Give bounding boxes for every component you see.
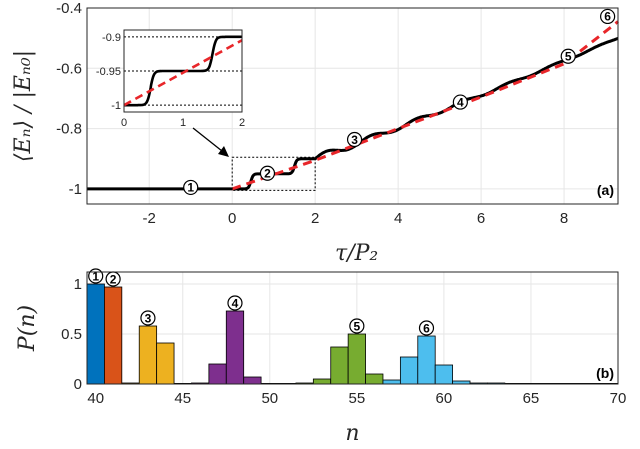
bar bbox=[312, 378, 332, 385]
marker-circle bbox=[560, 48, 576, 64]
marker-label: 3 bbox=[351, 133, 358, 147]
bar-marker-label: 4 bbox=[232, 296, 239, 310]
bar bbox=[138, 325, 158, 385]
bar-marker-label: 3 bbox=[145, 311, 152, 325]
bar bbox=[330, 346, 349, 385]
bar bbox=[104, 286, 123, 385]
marker-circle bbox=[259, 165, 276, 181]
marker-circle bbox=[183, 179, 199, 196]
axes-frame-b bbox=[86, 271, 619, 385]
panel-label-a: (a) bbox=[597, 182, 614, 198]
y-tick-label: -0.8 bbox=[56, 121, 82, 138]
bar bbox=[156, 342, 175, 385]
zoom-arrow-line bbox=[192, 127, 223, 152]
bar-marker-label: 1 bbox=[92, 269, 99, 283]
x-tick-label: 60 bbox=[436, 390, 453, 407]
zoom-arrow-head bbox=[218, 146, 229, 157]
bar-marker-label: 5 bbox=[354, 319, 361, 333]
y-tick-label: -0.6 bbox=[56, 60, 82, 77]
y-tick-label: -1 bbox=[69, 181, 82, 198]
bar bbox=[434, 364, 454, 385]
bar bbox=[417, 335, 436, 385]
x-tick-label: 4 bbox=[394, 210, 402, 227]
bar-marker-circle bbox=[140, 310, 156, 326]
inset-black-line bbox=[124, 35, 242, 107]
marker-circle bbox=[600, 8, 616, 25]
zoom-box bbox=[231, 156, 316, 191]
x-tick-label: 2 bbox=[311, 210, 319, 227]
marker-label: 6 bbox=[604, 10, 611, 24]
inset-red-dashed bbox=[123, 39, 243, 107]
bar bbox=[225, 310, 245, 385]
inset-y-tick-label: -1 bbox=[111, 100, 121, 112]
bar bbox=[86, 283, 105, 385]
y-tick-label: 1 bbox=[74, 276, 82, 293]
x-tick-label: 70 bbox=[610, 390, 627, 407]
y-axis-label-b: P(n) bbox=[15, 305, 40, 352]
marker-label: 4 bbox=[457, 95, 464, 109]
inset-x-tick-label: 2 bbox=[239, 117, 245, 129]
bar bbox=[399, 356, 419, 385]
bar-marker-circle bbox=[418, 320, 435, 336]
bar bbox=[382, 379, 401, 385]
x-axis-label-a: τ/P₂ bbox=[335, 241, 378, 266]
marker-label: 2 bbox=[264, 167, 271, 181]
y-tick-label: 0 bbox=[74, 376, 82, 393]
panel-a-chart: -2 0 2 4 6 8 -1 -0.8 -0.6 -0.4 -1 -0.95 -0.9 0 1 2 1 2 3 4 5… bbox=[11, 0, 619, 266]
bar-marker-circle bbox=[349, 318, 365, 334]
inset-plot: -1 -0.95 -0.9 0 1 2 bbox=[96, 29, 245, 129]
y-tick-label: 0.5 bbox=[61, 326, 82, 343]
inset-x-tick-label: 0 bbox=[121, 117, 127, 129]
x-tick-label: 8 bbox=[560, 210, 568, 227]
marker-circle bbox=[452, 94, 468, 110]
bar bbox=[208, 363, 227, 385]
y-axis-label-a: ⟨Eₙ⟩ / |Eₙ₀| bbox=[11, 50, 36, 162]
inset-frame bbox=[123, 29, 243, 113]
bar-marker-label: 2 bbox=[110, 272, 117, 286]
x-axis-label-b: n bbox=[345, 421, 359, 446]
bar bbox=[347, 333, 366, 385]
bar bbox=[243, 376, 262, 385]
bar-marker-label: 6 bbox=[423, 321, 430, 335]
x-tick-label: 50 bbox=[261, 390, 278, 407]
x-tick-label: 40 bbox=[87, 390, 104, 407]
x-tick-label: 0 bbox=[228, 210, 236, 227]
marker-label: 5 bbox=[565, 50, 572, 64]
marker-circle bbox=[346, 131, 363, 148]
axes-frame-a bbox=[86, 7, 619, 205]
bar bbox=[365, 373, 384, 385]
inset-x-tick-label: 1 bbox=[180, 117, 186, 129]
inset-y-tick-label: -0.9 bbox=[102, 32, 121, 44]
bar-marker-circle bbox=[227, 295, 243, 311]
inset-y-tick-label: -0.95 bbox=[96, 66, 121, 78]
panel-label-b: (b) bbox=[596, 365, 614, 381]
x-tick-label: 65 bbox=[523, 390, 540, 407]
x-tick-label: -2 bbox=[143, 210, 156, 227]
x-tick-label: 6 bbox=[477, 210, 485, 227]
x-tick-label: 55 bbox=[349, 390, 366, 407]
x-tick-label: 45 bbox=[174, 390, 191, 407]
y-tick-label: -0.4 bbox=[56, 0, 82, 17]
marker-label: 1 bbox=[187, 181, 194, 195]
